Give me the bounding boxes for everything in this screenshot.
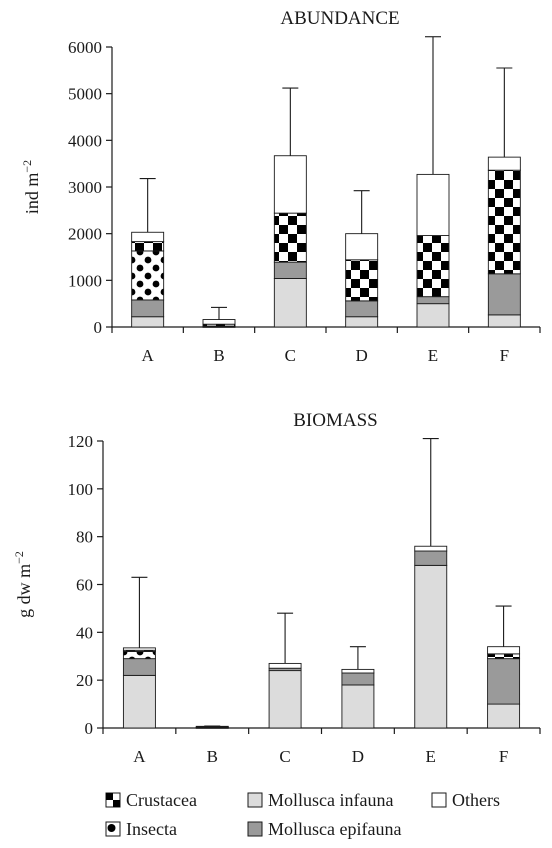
bar-segment-infauna — [268, 670, 302, 729]
y-tick-label: 100 — [68, 480, 94, 499]
biomass-chart: BIOMASS g dw m−2 0 20 40 60 80 100 120 A B C D E F — [12, 410, 541, 766]
y-tick-label: 40 — [76, 623, 93, 642]
y-axis-label-exponent: −2 — [12, 551, 26, 564]
legend-label-infauna: Mollusca infauna — [268, 790, 393, 810]
y-axis-label: ind m−2 — [20, 160, 42, 214]
bar-segment-crustacea — [487, 653, 521, 660]
y-tick-label: 4000 — [68, 131, 102, 150]
y-axis-label-base: g dw m — [14, 564, 34, 618]
bar-segment-insecta — [131, 250, 165, 301]
chart-title: BIOMASS — [293, 410, 377, 431]
bar-segment-epifauna — [273, 261, 307, 279]
x-tick-label: E — [428, 346, 438, 365]
x-tick-label: C — [279, 747, 290, 766]
bar-segment-epifauna — [487, 658, 521, 705]
x-tick-label: A — [133, 747, 146, 766]
bar-segment-epifauna — [416, 296, 450, 305]
x-tick-label: F — [499, 747, 508, 766]
y-axis-label: g dw m−2 — [12, 551, 34, 618]
x-tick-label: B — [213, 346, 224, 365]
bar-segment-epifauna — [414, 550, 448, 566]
bar-segment-crustacea — [487, 169, 521, 275]
y-tick-label: 1000 — [68, 271, 102, 290]
bar-segment-epifauna — [122, 658, 156, 676]
bar-segment-infauna — [416, 303, 450, 328]
bar-segment-others — [345, 233, 379, 261]
x-tick-label: C — [285, 346, 296, 365]
y-tick-label: 6000 — [68, 38, 102, 57]
y-axis-label-exponent: −2 — [20, 160, 34, 173]
legend-swatch-infauna — [247, 792, 263, 808]
x-tick-label: D — [356, 346, 368, 365]
bar-segment-infauna — [487, 314, 521, 328]
y-tick-label: 80 — [76, 528, 93, 547]
bar-segment-infauna — [487, 703, 521, 729]
legend-label-others: Others — [452, 790, 500, 810]
bar-segment-others — [131, 231, 165, 243]
legend-swatch-others — [431, 792, 447, 808]
abundance-chart: ABUNDANCE ind m−2 0 1000 2000 3000 4000 5000 600… — [20, 8, 541, 365]
x-tick-label: A — [142, 346, 155, 365]
bar-segment-infauna — [345, 316, 379, 328]
bar-segment-infauna — [131, 316, 165, 328]
legend-swatch-epifauna — [247, 821, 263, 837]
bar-segment-crustacea — [345, 259, 379, 302]
legend: Crustacea Insecta Mollusca infauna Mollusca… — [105, 790, 500, 839]
bar-segment-others — [341, 668, 375, 674]
bar-segment-crustacea — [131, 241, 165, 252]
bar-segment-others — [268, 662, 302, 669]
bar-segment-crustacea — [416, 235, 450, 298]
bar-segment-epifauna — [487, 273, 521, 316]
bar-segment-infauna — [122, 674, 156, 729]
x-tick-label: D — [352, 747, 364, 766]
y-tick-label: 3000 — [68, 178, 102, 197]
bar-segment-others — [273, 155, 307, 214]
bar-segment-epifauna — [341, 672, 375, 686]
bar-segment-others — [487, 156, 521, 171]
legend-swatch-insecta — [105, 821, 121, 837]
y-tick-label: 2000 — [68, 225, 102, 244]
bar-segment-others — [202, 319, 236, 325]
y-axis-label-base: ind m — [22, 173, 42, 215]
bar-segment-others — [487, 646, 521, 655]
bar-segment-infauna — [414, 564, 448, 729]
bar-segment-crustacea — [273, 212, 307, 263]
y-tick-label: 0 — [85, 719, 94, 738]
bar-segment-others — [414, 545, 448, 552]
chart-title: ABUNDANCE — [280, 8, 399, 29]
bar-segment-infauna — [273, 278, 307, 328]
x-tick-label: F — [500, 346, 509, 365]
bar-segment-insecta — [122, 651, 156, 660]
legend-label-insecta: Insecta — [126, 819, 177, 839]
y-tick-label: 5000 — [68, 85, 102, 104]
bar-segment-epifauna — [131, 299, 165, 318]
y-tick-label: 20 — [76, 671, 93, 690]
bar-segment-others — [416, 173, 450, 236]
bar-segment-others — [122, 647, 156, 651]
legend-swatch-crustacea — [105, 792, 121, 808]
bar-segment-epifauna — [345, 300, 379, 318]
bar-segment-infauna — [341, 684, 375, 729]
legend-label-epifauna: Mollusca epifauna — [268, 819, 401, 839]
y-tick-label: 120 — [68, 432, 94, 451]
y-tick-label: 60 — [76, 576, 93, 595]
y-tick-label: 0 — [94, 318, 103, 337]
x-tick-label: E — [426, 747, 436, 766]
legend-label-crustacea: Crustacea — [126, 790, 197, 810]
x-tick-label: B — [207, 747, 218, 766]
